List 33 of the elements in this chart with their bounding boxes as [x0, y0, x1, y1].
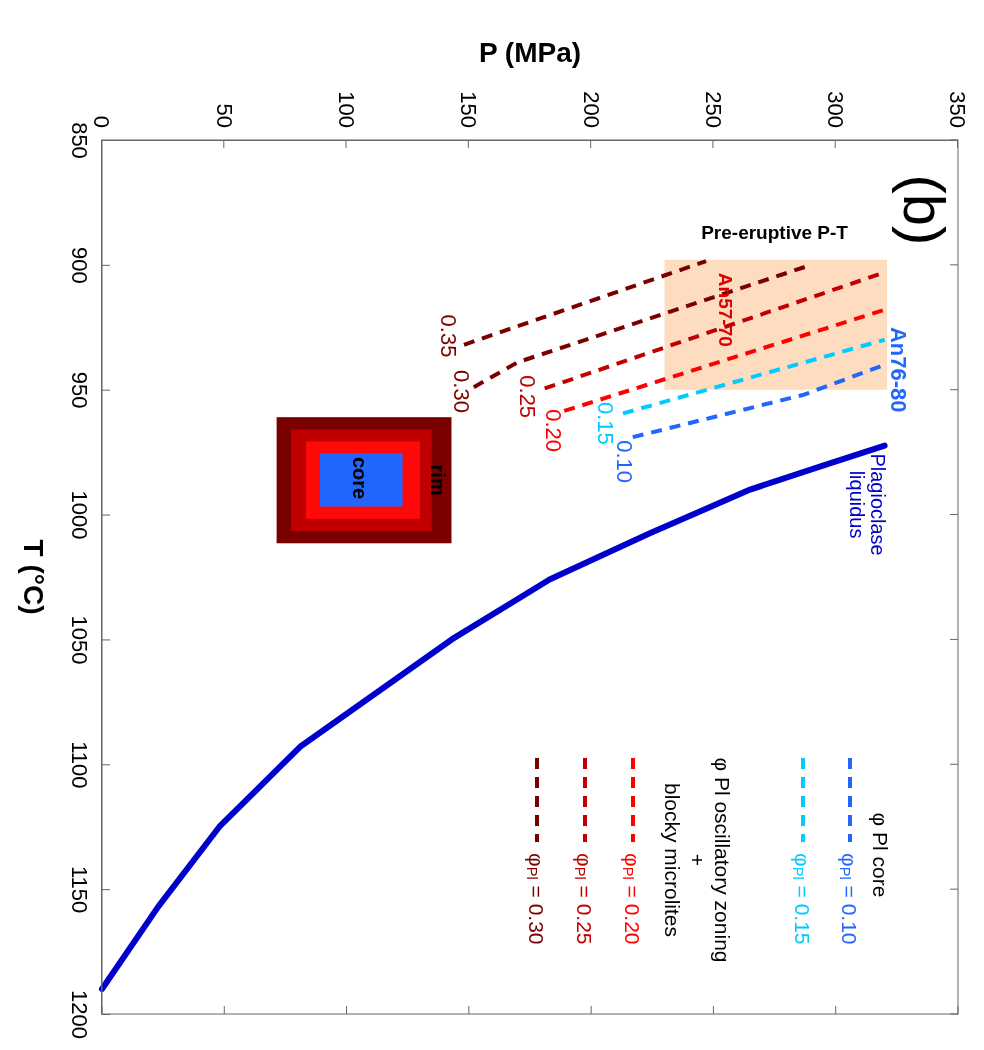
y-tick-label: 1200: [67, 990, 93, 1039]
y-tick-label: 1100: [67, 741, 93, 789]
annotation: rim: [427, 464, 450, 496]
x-tick-label: 300: [823, 91, 849, 128]
x-tick-label: 350: [945, 91, 971, 128]
x-tick-label: 50: [211, 103, 237, 128]
x-tick-label: 150: [456, 91, 482, 128]
legend-title: φ Pl core: [868, 812, 892, 898]
annotation: 0.25: [515, 375, 541, 419]
annotation: Plagioclase liquidus: [846, 453, 890, 556]
annotation: 0.30: [449, 370, 475, 413]
x-tick-label: 250: [700, 91, 726, 128]
annotation: 0.10: [612, 440, 638, 484]
y-tick-label: 1150: [67, 865, 93, 914]
crystal-zoning-icon: rim core: [276, 417, 452, 544]
annotation: Pre-eruptive P-T: [701, 221, 849, 243]
annotation: 0.35: [436, 314, 462, 358]
annotation: (b): [892, 174, 958, 246]
y-tick-label: 950: [67, 371, 93, 409]
annotation: 0.20: [541, 409, 567, 453]
annotation: φ Pl oscillatory zoning: [710, 757, 734, 963]
y-axis-title: T (°C): [18, 539, 49, 615]
annotation: +: [685, 853, 709, 867]
annotation: An57-70: [715, 272, 737, 347]
y-tick-label: 1050: [67, 615, 93, 665]
x-axis-title: P (MPa): [478, 37, 582, 68]
annotation: core: [349, 456, 372, 500]
x-tick-label: 200: [578, 91, 604, 128]
y-tick-label: 1000: [67, 490, 93, 540]
y-tick-label: 900: [67, 247, 93, 284]
x-tick-label: 100: [334, 91, 360, 128]
annotation: blocky microlites: [660, 782, 684, 938]
annotation: An76-80: [886, 326, 912, 413]
